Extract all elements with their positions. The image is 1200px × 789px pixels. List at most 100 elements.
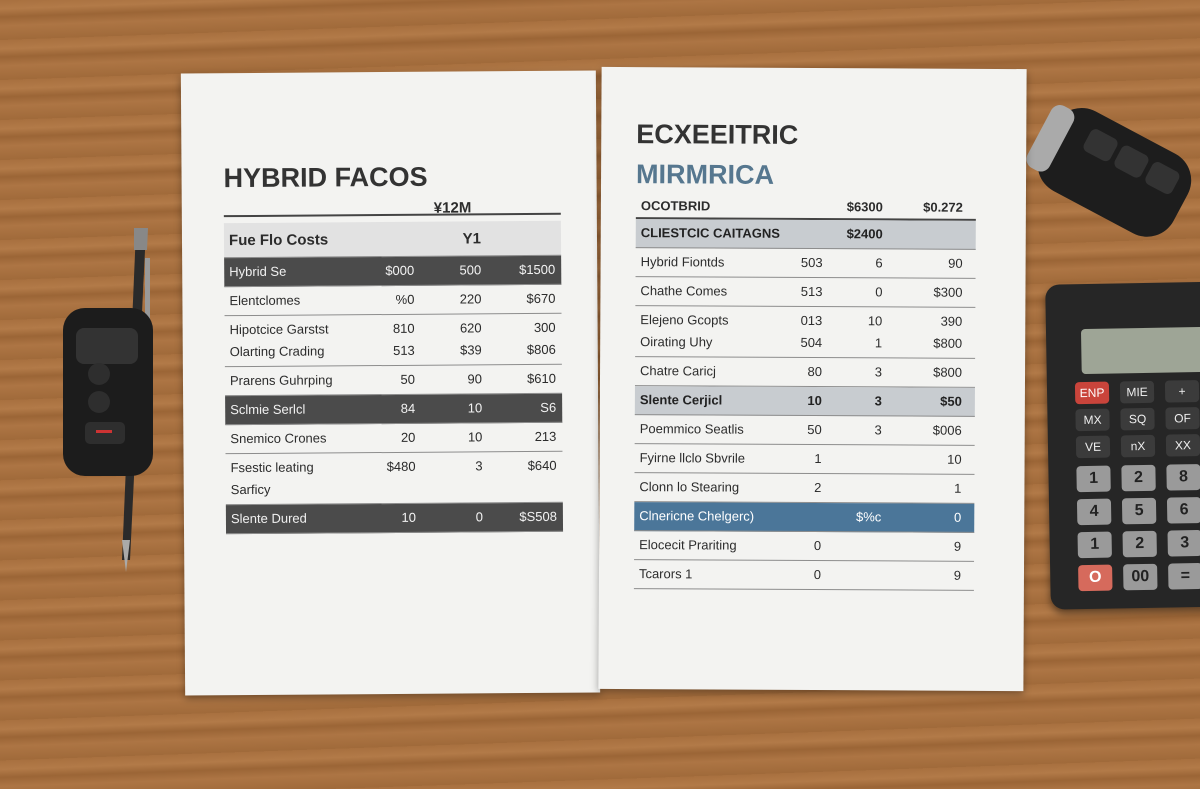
row-value: 3	[475, 458, 483, 474]
row-label: Fyirne llclo Sbvrile	[639, 450, 746, 466]
row-label: Slente Cerjicl	[639, 392, 723, 408]
row-value: 0	[954, 509, 962, 525]
calculator-key: +	[1164, 380, 1200, 403]
row-value: 10	[947, 451, 962, 467]
row-value: $39	[460, 342, 482, 358]
table-line: Slente Dured 10 0 $S508	[226, 506, 563, 530]
row-label: Elocecit Prariting	[639, 537, 737, 553]
calculator-key: VE	[1075, 435, 1111, 459]
row-value: 0	[813, 567, 822, 583]
row-label: Fue Flo Costs	[228, 231, 329, 250]
table-row: Chathe Comes 513 0 $300	[635, 277, 976, 308]
row-value: 513	[393, 342, 415, 358]
row-value: 500	[459, 262, 482, 278]
sheet-title: ECXEEITRIC	[636, 119, 799, 150]
row-value: 504	[800, 334, 823, 351]
table-line: Poemmico Seatlis 50 3 $006	[635, 418, 975, 442]
calculator-key: nX	[1120, 434, 1156, 458]
row-label: Fsestic leating	[230, 459, 314, 476]
row-value: 220	[459, 291, 482, 307]
calculator-key: O	[1078, 564, 1113, 592]
row-value: 503	[800, 254, 823, 271]
table-row: Hybrid Se $000 500 $1500	[224, 255, 562, 288]
row-value: 0	[875, 284, 883, 300]
calculator-key: SQ	[1120, 407, 1155, 431]
row-value: 10	[401, 509, 416, 525]
row-label: Olarting Crading	[229, 343, 325, 360]
row-value: $6300	[846, 199, 883, 215]
row-value: $50	[940, 393, 962, 409]
table-line: OCOTBRID $6300 $0.272	[636, 195, 976, 219]
sheet-subtitle: MIRMRICA	[635, 159, 775, 190]
table-line: Tcarors 1 0 9	[634, 563, 974, 587]
row-label: Slente Dured	[230, 510, 307, 527]
row-label: Oirating Uhy	[640, 334, 713, 350]
calculator-key: 00	[1123, 563, 1158, 591]
calculator-key: OF	[1165, 407, 1200, 430]
row-label: Clonn lo Stearing	[639, 479, 740, 495]
calculator-key: ENP	[1074, 381, 1110, 405]
table-row: Snemico Crones 20 10 213	[225, 422, 563, 455]
table-row: Hybrid Fiontds 503 6 90	[635, 248, 976, 279]
row-value: 80	[807, 363, 823, 380]
row-value: 2	[814, 480, 822, 496]
table-row: Fsestic leating $480 3 $640 Sarficy	[225, 451, 563, 506]
table-row: Clonn lo Stearing 2 1	[634, 473, 975, 504]
row-label: Snemico Crones	[230, 430, 327, 447]
table-line: Elentclomes %0 220 $670	[224, 288, 561, 312]
row-value: $1500	[519, 261, 556, 278]
row-value: $2400	[846, 226, 883, 242]
row-value: $806	[526, 341, 556, 358]
row-value: 213	[534, 428, 557, 444]
table: OCOTBRID $6300 $0.272 CLIESTCIC CAITAGNS $24…	[633, 195, 976, 591]
table-row: Elentclomes %0 220 $670	[224, 284, 562, 317]
row-value: 810	[392, 320, 415, 336]
row-value: 620	[459, 320, 482, 336]
row-value: 10	[467, 400, 483, 416]
row-value: 9	[953, 538, 962, 554]
right-sheet: ECXEEITRIC MIRMRICA OCOTBRID $6300 $0.272 C…	[598, 66, 1027, 692]
key-fob-right	[1026, 105, 1192, 237]
table-subheader: Fue Flo Costs Y1	[223, 220, 562, 259]
calculator-key: 8	[1166, 464, 1200, 491]
row-label: Hybrid Se	[229, 263, 287, 280]
table: Fue Flo Costs Y1 Hybrid Se $000 500 $1500 Elen…	[223, 220, 564, 535]
table-row: Slente Dured 10 0 $S508	[225, 502, 564, 535]
calculator-key: MIE	[1119, 380, 1155, 404]
row-value: 1	[874, 335, 883, 351]
row-value: 3	[874, 364, 883, 380]
row-value: $480	[386, 458, 416, 475]
row-value: 013	[800, 312, 823, 329]
calculator-key: XX	[1165, 434, 1200, 457]
table-header: OCOTBRID $6300 $0.272	[635, 195, 976, 221]
row-label: Chathe Comes	[640, 283, 728, 299]
row-value: 6	[875, 255, 883, 271]
row-value: Y1	[462, 230, 482, 248]
row-value: $640	[527, 457, 557, 474]
row-value: 390	[940, 313, 963, 329]
calculator-key: 1	[1076, 465, 1111, 493]
calculator-key: 2	[1121, 464, 1156, 492]
table-row: Prarens Guhrping 50 90 $610	[224, 364, 563, 397]
table-row: Sclmie Serlcl 84 10 S6	[225, 393, 563, 426]
row-value: $006	[932, 422, 962, 438]
row-label: CLIESTCIC CAITAGNS	[640, 225, 780, 241]
calculator-key: =	[1168, 562, 1200, 590]
table-line: Hybrid Fiontds 503 6 90	[636, 251, 976, 275]
table-row: Slente Cerjicl 10 3 $50	[634, 386, 975, 417]
rule	[223, 212, 561, 218]
table-line: Prarens Guhrping 50 90 $610	[225, 368, 562, 392]
row-value: 10	[467, 429, 483, 445]
row-value: 300	[533, 319, 556, 335]
table-line: Hipotcice Garstst 810 620 300	[225, 317, 562, 341]
row-value: $670	[526, 290, 556, 307]
table-row: Poemmico Seatlis 50 3 $006	[634, 415, 975, 446]
calculator-key: 2	[1122, 530, 1157, 558]
row-value: 9	[953, 567, 962, 583]
table-line: Oirating Uhy 504 1 $800	[635, 331, 975, 355]
row-label: Sclmie Serlcl	[230, 401, 306, 418]
table-line: Clnericne Chelgerc) $%c 0	[634, 505, 974, 529]
row-value: 3	[874, 393, 882, 409]
row-label: Clnericne Chelgerc)	[639, 508, 755, 524]
